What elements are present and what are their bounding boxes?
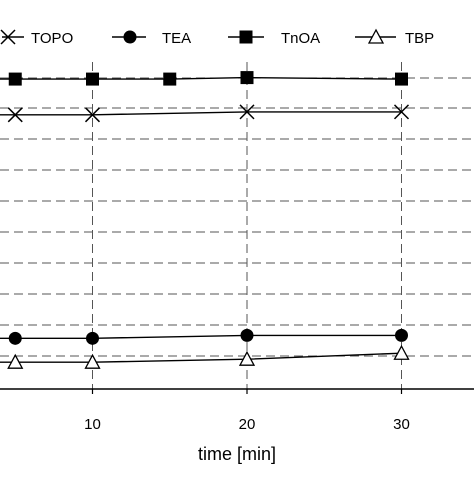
legend-marker-tnoa	[239, 30, 253, 44]
data-point-tbp	[84, 353, 101, 369]
legend-marker-tbp	[367, 28, 385, 44]
x-tick-label: 30	[393, 416, 410, 433]
legend-item-tnoa: TnOA	[228, 30, 320, 47]
data-point-tnoa	[8, 72, 22, 86]
data-point-tnoa	[86, 72, 99, 86]
data-point-tnoa	[163, 72, 177, 86]
series-layer	[0, 71, 410, 369]
legend-label-tnoa: TnOA	[281, 30, 320, 47]
data-point-tbp	[393, 344, 410, 360]
series-line-tea	[0, 334, 402, 339]
data-point-tbp	[7, 353, 24, 369]
series-line-tbp	[0, 352, 402, 363]
legend-label-tea: TEA	[162, 30, 191, 47]
legend-marker-tea	[123, 30, 137, 44]
data-point-topo	[7, 107, 23, 123]
x-tick-label: 10	[84, 416, 101, 433]
data-point-tea	[86, 331, 99, 345]
legend-item-topo: TOPO	[0, 29, 73, 47]
data-point-tbp	[238, 350, 256, 366]
series-line-topo	[0, 111, 402, 116]
data-point-tea	[240, 328, 254, 342]
legend-label-tbp: TBP	[405, 30, 434, 47]
data-point-topo	[239, 104, 255, 120]
legend-label-topo: TOPO	[31, 30, 73, 47]
legend-marker-topo	[0, 29, 16, 45]
legend-item-tbp: TBP	[355, 28, 434, 47]
x-tick-label: 20	[239, 416, 256, 433]
data-point-tnoa	[395, 72, 408, 86]
legend: TOPO TEA TnOA TBP	[0, 28, 434, 47]
legend-item-tea: TEA	[112, 30, 191, 47]
axis-layer: 10 20 30	[0, 388, 474, 433]
data-point-tnoa	[240, 71, 254, 85]
data-point-tea	[395, 328, 408, 342]
data-point-tea	[8, 331, 22, 345]
x-axis-title: time [min]	[198, 444, 276, 464]
data-point-topo	[84, 107, 101, 123]
data-point-topo	[393, 104, 410, 120]
